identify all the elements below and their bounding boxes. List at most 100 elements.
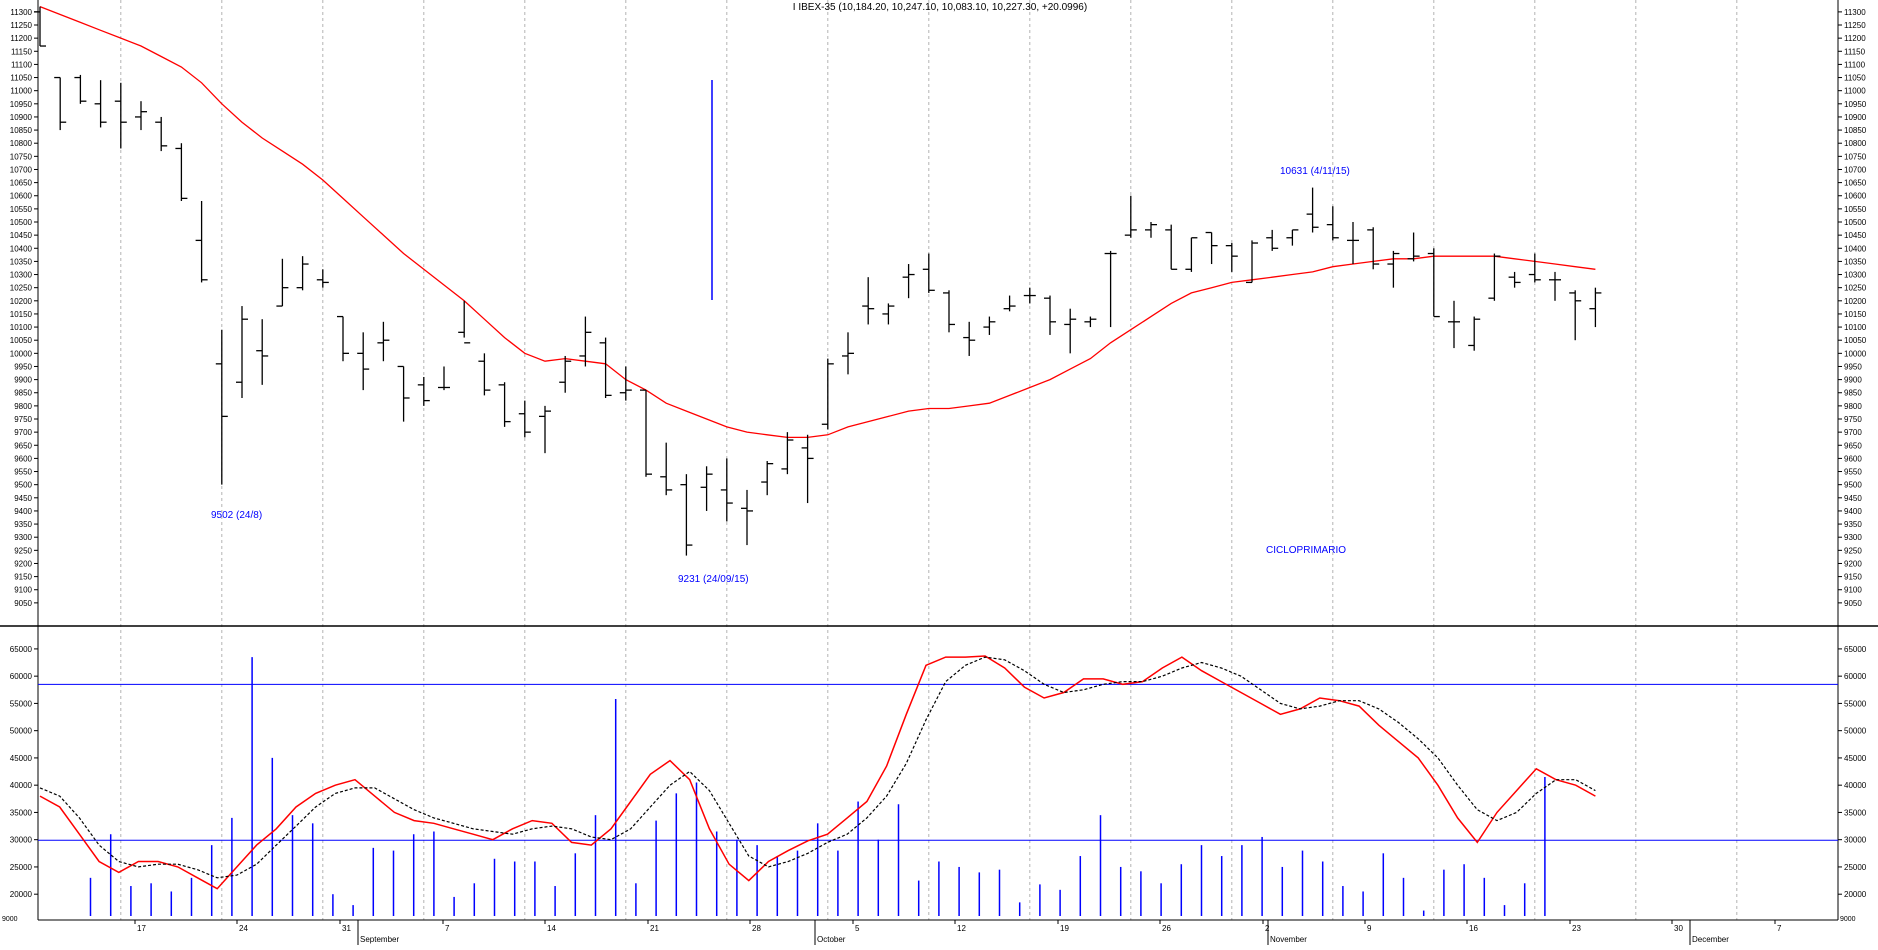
ohlc-bar [155,116,168,152]
price-tick-label-right: 10550 [1844,205,1867,214]
price-tick-label-right: 10900 [1844,113,1867,122]
ohlc-bar [1569,290,1582,341]
annotation-low-august: 9502 (24/8) [211,510,262,521]
price-tick-label-left: 9050 [14,599,32,608]
price-tick-label-left: 9250 [14,546,32,555]
ohlc-bar [720,458,733,522]
ohlc-bar [539,405,551,454]
reference-lines [38,683,1838,841]
price-tick-label-right: 9850 [1844,389,1862,398]
ohlc-bar [74,74,87,104]
price-tick-label-left: 9750 [14,415,32,424]
x-day-label: 21 [650,924,659,933]
price-tick-label-left: 9150 [14,573,32,582]
volume-tick-label-left: 55000 [10,699,33,708]
ohlc-bar [1225,243,1238,272]
ohlc-bar [1427,248,1440,318]
price-tick-label-left: 10350 [10,257,33,266]
ohlc-bar [236,306,248,398]
volume-tick-label-right: 40000 [1844,781,1867,790]
ohlc-bar [1124,195,1137,238]
price-tick-label-right: 10700 [1844,165,1867,174]
ohlc-bar [34,6,46,47]
ohlc-bar [1549,271,1561,301]
ohlc-bar [1044,295,1056,335]
x-month-label: September [360,935,399,944]
volume-tick-label-right: 60000 [1844,672,1867,681]
ohlc-bar [1185,237,1198,272]
price-tick-label-right: 10600 [1844,192,1867,201]
x-day-label: 12 [957,924,966,933]
price-tick-label-left: 10600 [10,192,33,201]
ohlc-bar [680,474,693,556]
price-tick-label-left: 10800 [10,139,33,148]
price-tick-label-left: 9400 [14,507,32,516]
price-tick-label-right: 11050 [1844,74,1866,83]
ohlc-bar [963,321,976,356]
price-tick-label-left: 9850 [14,389,32,398]
ohlc-bar [1347,222,1359,265]
volume-tick-label-left: 30000 [10,836,33,845]
volume-tick-label-right: 45000 [1844,754,1867,763]
price-tick-label-right: 10850 [1844,126,1867,135]
price-tick-label-left: 9350 [14,520,32,529]
ohlc-bar [1387,250,1400,288]
price-tick-label-right: 9250 [1844,546,1862,555]
left-corner-label: 9000 [2,916,18,923]
ohlc-bar [276,258,289,307]
x-day-label: 23 [1572,924,1581,933]
annotation-cycle-label: CICLOPRIMARIO [1266,545,1346,556]
ohlc-bar [1023,287,1036,304]
ohlc-bar [498,382,511,427]
price-tick-label-left: 9800 [14,402,32,411]
x-day-label: 30 [1674,924,1683,933]
ohlc-bar [1003,295,1016,312]
right-corner-label: 9000 [1840,916,1856,923]
x-month-label: November [1270,935,1307,944]
ohlc-bar [114,82,127,149]
volume-tick-label-left: 40000 [10,781,33,790]
ohlc-bar [821,358,834,430]
price-tick-label-left: 11100 [11,60,33,69]
x-day-label: 5 [855,924,860,933]
price-tick-label-left: 10750 [10,152,33,161]
ohlc-bar [1488,253,1501,301]
volume-tick-label-left: 60000 [10,672,33,681]
ohlc-bar [478,353,491,396]
ohlc-bar [357,332,370,391]
price-tick-label-left: 9650 [14,441,32,450]
ohlc-bar [700,466,713,511]
ohlc-bar [1326,206,1339,241]
volume-tick-label-right: 55000 [1844,699,1867,708]
price-y-axis: 9050 9050 9100 9100 9150 9150 9200 9200 9250 9250… [10,8,1867,608]
ohlc-bar [195,200,208,283]
price-tick-label-left: 10100 [10,323,33,332]
volume-bars [89,657,1546,916]
ohlc-bar [902,264,915,299]
ohlc-bar [1508,271,1521,288]
ohlc-bar [781,432,794,475]
price-tick-label-right: 9350 [1844,520,1862,529]
price-tick-label-left: 9700 [14,428,32,437]
x-day-label: 14 [547,924,556,933]
ohlc-bar [559,355,572,393]
ohlc-bar [1448,300,1460,349]
ohlc-bar [94,80,107,128]
price-tick-label-left: 9600 [14,454,32,463]
price-tick-label-right: 9550 [1844,468,1862,477]
volume-tick-label-left: 50000 [10,727,33,736]
moving-average-line [39,5,1596,439]
ohlc-bar [922,253,935,293]
price-tick-label-left: 9450 [14,494,32,503]
price-tick-label-right: 10400 [1844,244,1867,253]
price-tick-label-left: 9300 [14,533,32,542]
ohlc-bar [801,434,814,504]
price-tick-label-left: 10500 [10,218,33,227]
ohlc-bar [1165,224,1178,270]
ohlc-bar [337,315,349,362]
ohlc-bar [256,319,269,385]
price-tick-label-left: 9100 [14,586,32,595]
